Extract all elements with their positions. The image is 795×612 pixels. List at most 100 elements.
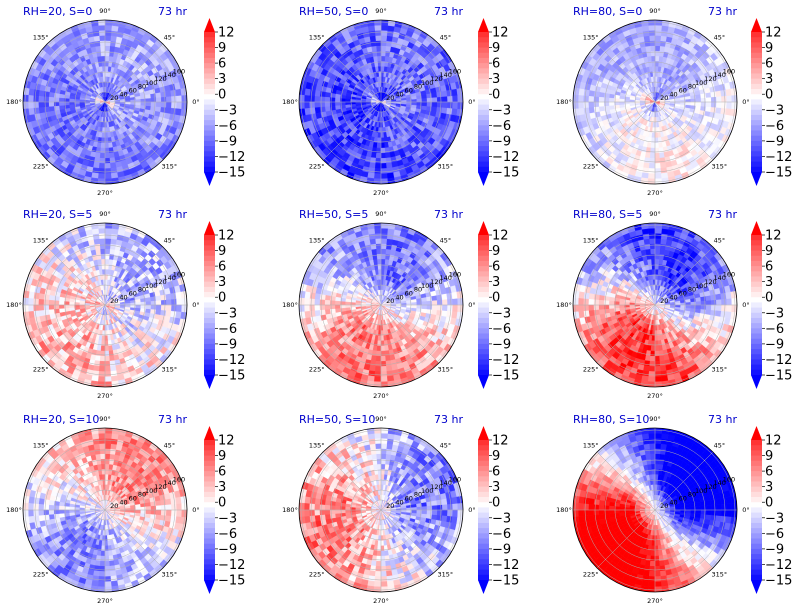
- colorbar-tick-label: 3: [218, 72, 226, 87]
- polar-panel: 90°45°0°315°270°225°180°135°20 40 60 801001…: [6, 208, 245, 400]
- radial-tick-label: 40: [395, 293, 403, 301]
- angular-tick-label: 135°: [33, 237, 49, 245]
- angular-tick-label: 270°: [97, 392, 113, 400]
- radial-tick-label: 140: [713, 71, 725, 79]
- colorbar-tick-label: 6: [765, 260, 773, 275]
- colorbar-tick-label: −15: [492, 166, 519, 181]
- radial-tick-label: 40: [669, 90, 677, 98]
- radial-tick-label: 20: [386, 94, 394, 102]
- colorbar-tick-label: −12: [218, 150, 245, 165]
- angular-tick-label: 135°: [309, 442, 325, 450]
- polar-panel: 90°45°0°315°270°225°180°135°20 40 60 801001…: [282, 208, 519, 400]
- colorbar-tick-label: 0: [218, 291, 226, 306]
- radial-tick-label: 60: [405, 290, 413, 298]
- field-map: [299, 223, 463, 387]
- angular-tick-label: 45°: [164, 237, 176, 245]
- panel-time: 73 hr: [708, 5, 737, 18]
- panel-title: RH=20, S=0: [23, 5, 92, 18]
- colorbar-extend-min: [478, 172, 489, 186]
- polar-panel: 90°45°0°315°270°225°180°135°20 40 60 801001…: [556, 413, 792, 605]
- colorbar-tick-label: 0: [492, 291, 500, 306]
- colorbar-extend-min: [478, 580, 489, 594]
- radial-tick-label: 80: [414, 286, 422, 294]
- colorbar-extend-min: [204, 580, 215, 594]
- colorbar-tick-label: −12: [765, 353, 792, 368]
- colorbar-tick-label: 9: [765, 244, 773, 259]
- angular-tick-label: 180°: [282, 98, 298, 106]
- colorbar-tick-label: −9: [765, 542, 784, 557]
- angular-tick-label: 45°: [440, 237, 452, 245]
- colorbar-tick-label: 0: [218, 88, 226, 103]
- colorbar-tick-label: 0: [492, 88, 500, 103]
- radial-tick-label: 160: [723, 475, 735, 483]
- polar-panel: 90°45°0°315°270°225°180°135°20 40 60 801001…: [556, 5, 792, 197]
- radial-tick-label: 160: [723, 270, 735, 278]
- angular-tick-label: 90°: [99, 415, 111, 423]
- radial-tick-label: 20: [386, 297, 394, 305]
- angular-tick-label: 45°: [440, 34, 452, 42]
- panel-title: RH=20, S=10: [23, 413, 99, 426]
- polar-frame: [298, 222, 464, 388]
- radial-tick-label: 60: [405, 495, 413, 503]
- radial-tick-label: 40: [669, 498, 677, 506]
- colorbar-tick-label: 9: [218, 244, 226, 259]
- colorbar-tick-label: −12: [492, 353, 519, 368]
- radial-tick-label: 140: [163, 71, 175, 79]
- colorbar-tick-label: 9: [765, 449, 773, 464]
- colorbar-tick-label: −12: [218, 558, 245, 573]
- colorbar-tick-label: 0: [765, 88, 773, 103]
- angular-tick-label: 90°: [375, 210, 387, 218]
- colorbar-tick-label: −12: [218, 353, 245, 368]
- radial-tick-label: 140: [439, 479, 451, 487]
- radial-tick-label: 120: [704, 278, 716, 286]
- angular-tick-label: 270°: [647, 597, 663, 605]
- field-map: [573, 428, 737, 592]
- polar-panel: 90°45°0°315°270°225°180°135°20 40 60 801001…: [282, 5, 519, 197]
- panel-time: 73 hr: [708, 208, 737, 221]
- radial-tick-label: 140: [713, 274, 725, 282]
- angular-tick-label: 225°: [33, 570, 49, 578]
- radial-tick-label: 120: [704, 75, 716, 83]
- radial-tick-label: 120: [154, 75, 166, 83]
- colorbar-tick-label: 9: [765, 41, 773, 56]
- colorbar-tick-label: −3: [218, 103, 237, 118]
- radial-tick-label: 160: [449, 270, 461, 278]
- colorbar-tick-label: −9: [765, 134, 784, 149]
- polar-panel: 90°45°0°315°270°225°180°135°20 40 60 801001…: [282, 413, 519, 605]
- colorbar-tick-label: 12: [218, 434, 235, 449]
- radial-tick-label: 20: [110, 297, 118, 305]
- angular-tick-label: 225°: [309, 570, 325, 578]
- radial-tick-label: 80: [138, 491, 146, 499]
- colorbar-extend-max: [478, 18, 489, 32]
- radial-tick-label: 160: [449, 67, 461, 75]
- colorbar-tick-label: −15: [765, 166, 792, 181]
- panel-time: 73 hr: [158, 208, 187, 221]
- colorbar-tick-label: −3: [765, 306, 784, 321]
- angular-tick-label: 90°: [375, 415, 387, 423]
- radial-tick-label: 80: [138, 83, 146, 91]
- radial-tick-label: 80: [138, 286, 146, 294]
- colorbar-tick-label: 9: [492, 41, 500, 56]
- radial-tick-label: 100: [421, 487, 433, 495]
- colorbar-tick-label: −3: [492, 306, 511, 321]
- colorbar-tick-label: −9: [492, 337, 511, 352]
- colorbar-tick-label: 12: [765, 229, 782, 244]
- colorbar-tick-label: 0: [765, 291, 773, 306]
- angular-tick-label: 225°: [33, 162, 49, 170]
- radial-tick-label: 40: [119, 90, 127, 98]
- angular-tick-label: 180°: [6, 98, 22, 106]
- radial-tick-label: 100: [695, 79, 707, 87]
- colorbar-tick-label: −9: [218, 542, 237, 557]
- radial-tick-label: 40: [669, 293, 677, 301]
- colorbar-tick-label: 0: [492, 496, 500, 511]
- polar-frame: [298, 427, 464, 593]
- angular-tick-label: 135°: [33, 34, 49, 42]
- panel-title: RH=80, S=10: [573, 413, 649, 426]
- radial-tick-label: 40: [119, 498, 127, 506]
- panel-time: 73 hr: [158, 5, 187, 18]
- radial-tick-label: 20: [110, 502, 118, 510]
